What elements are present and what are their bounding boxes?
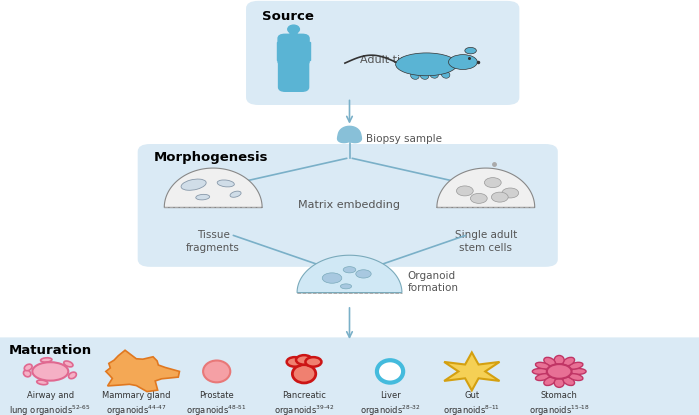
- Ellipse shape: [396, 53, 457, 76]
- Ellipse shape: [430, 71, 438, 78]
- Ellipse shape: [554, 356, 564, 365]
- Polygon shape: [164, 168, 262, 208]
- Ellipse shape: [203, 361, 230, 382]
- FancyBboxPatch shape: [278, 34, 309, 66]
- Text: Organoid
formation: Organoid formation: [408, 271, 459, 293]
- Circle shape: [456, 186, 473, 196]
- Text: Liver
organoids$^{28–32}$: Liver organoids$^{28–32}$: [359, 391, 421, 415]
- Text: Pancreatic
organoids$^{39–42}$: Pancreatic organoids$^{39–42}$: [273, 391, 335, 415]
- Polygon shape: [278, 42, 285, 60]
- Ellipse shape: [288, 25, 299, 33]
- FancyBboxPatch shape: [290, 31, 297, 38]
- Text: Single adult
stem cells: Single adult stem cells: [454, 230, 517, 253]
- Ellipse shape: [377, 360, 403, 383]
- Text: Gut
organoids$^{8–11}$: Gut organoids$^{8–11}$: [443, 391, 500, 415]
- Ellipse shape: [230, 191, 241, 197]
- Polygon shape: [297, 255, 402, 293]
- Text: Tissue
fragments: Tissue fragments: [186, 230, 240, 253]
- Ellipse shape: [32, 362, 69, 381]
- Ellipse shape: [343, 267, 356, 273]
- Text: Adult tissues: Adult tissues: [360, 55, 431, 65]
- Ellipse shape: [569, 374, 583, 381]
- Ellipse shape: [544, 377, 556, 386]
- Circle shape: [547, 364, 572, 379]
- Ellipse shape: [181, 179, 206, 190]
- Ellipse shape: [570, 369, 586, 374]
- Ellipse shape: [535, 362, 549, 369]
- Text: Mammary gland
organoids$^{44–47}$: Mammary gland organoids$^{44–47}$: [102, 391, 171, 415]
- Circle shape: [287, 357, 303, 367]
- Ellipse shape: [544, 357, 556, 366]
- Polygon shape: [302, 42, 310, 60]
- Ellipse shape: [24, 364, 32, 371]
- Ellipse shape: [449, 55, 477, 69]
- Ellipse shape: [533, 369, 548, 374]
- Ellipse shape: [64, 361, 73, 367]
- Text: Stomach
organoids$^{15–18}$: Stomach organoids$^{15–18}$: [528, 391, 590, 415]
- Circle shape: [296, 355, 312, 365]
- Ellipse shape: [24, 370, 31, 377]
- Polygon shape: [444, 352, 500, 391]
- Ellipse shape: [322, 273, 342, 283]
- Text: Biopsy sample: Biopsy sample: [366, 134, 442, 144]
- Polygon shape: [338, 126, 361, 143]
- Text: Matrix embedding: Matrix embedding: [298, 200, 401, 210]
- Ellipse shape: [410, 72, 419, 79]
- Text: Maturation: Maturation: [8, 344, 92, 357]
- Ellipse shape: [196, 194, 210, 200]
- Text: Morphogenesis: Morphogenesis: [154, 151, 268, 164]
- Text: Airway and
lung organoids$^{52–65}$: Airway and lung organoids$^{52–65}$: [10, 391, 91, 415]
- Ellipse shape: [292, 365, 316, 383]
- Ellipse shape: [217, 180, 234, 187]
- Circle shape: [491, 192, 508, 202]
- Circle shape: [305, 357, 322, 367]
- Ellipse shape: [41, 358, 52, 362]
- Ellipse shape: [420, 72, 428, 79]
- Ellipse shape: [69, 372, 76, 378]
- FancyBboxPatch shape: [288, 56, 309, 91]
- Circle shape: [484, 178, 501, 188]
- Ellipse shape: [569, 362, 583, 369]
- Ellipse shape: [356, 270, 371, 278]
- Ellipse shape: [563, 377, 575, 386]
- Ellipse shape: [441, 71, 450, 78]
- Text: Source: Source: [262, 10, 314, 23]
- Ellipse shape: [37, 380, 48, 385]
- Polygon shape: [106, 350, 180, 392]
- Text: Prostate
organoids$^{48–51}$: Prostate organoids$^{48–51}$: [187, 391, 247, 415]
- FancyBboxPatch shape: [278, 56, 299, 91]
- Ellipse shape: [554, 378, 564, 387]
- Ellipse shape: [465, 47, 477, 54]
- FancyBboxPatch shape: [246, 1, 519, 105]
- Ellipse shape: [535, 374, 549, 381]
- FancyBboxPatch shape: [138, 144, 558, 267]
- Circle shape: [470, 193, 487, 203]
- Ellipse shape: [563, 357, 575, 366]
- Circle shape: [502, 188, 519, 198]
- Ellipse shape: [340, 284, 352, 289]
- Polygon shape: [437, 168, 535, 208]
- FancyBboxPatch shape: [0, 337, 699, 415]
